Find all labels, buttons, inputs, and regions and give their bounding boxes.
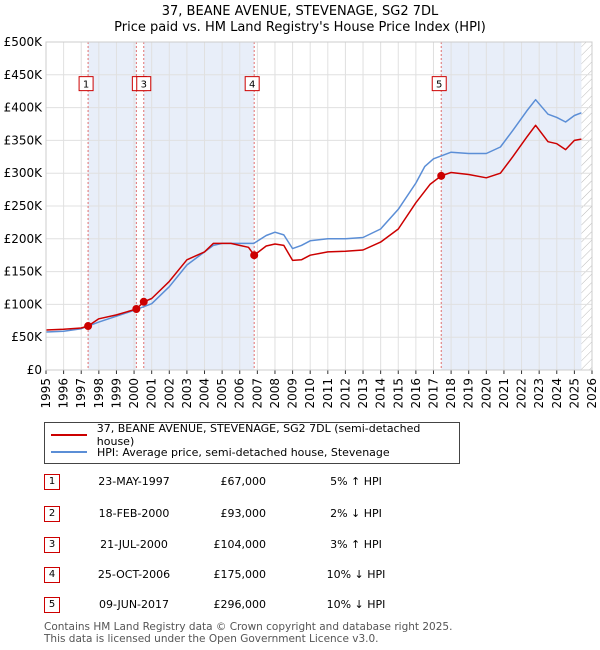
y-tick-label: £0 [27, 363, 42, 377]
x-tick-label: 2010 [303, 378, 317, 409]
y-tick-label: £300K [4, 166, 44, 180]
sale-number-badge: 5 [44, 597, 60, 613]
sale-number-badge: 2 [44, 506, 60, 522]
sale-point [139, 297, 148, 306]
sale-point [84, 322, 93, 331]
sale-point [250, 251, 259, 260]
x-tick-label: 1997 [74, 378, 88, 409]
chart-subtitle: Price paid vs. HM Land Registry's House … [114, 20, 486, 35]
x-tick-label: 2021 [497, 378, 511, 409]
legend-swatch-property [51, 434, 87, 436]
attribution: Contains HM Land Registry data © Crown c… [44, 621, 452, 645]
x-tick-label: 2025 [567, 378, 581, 409]
hpi-line [45, 98, 582, 333]
x-tick-label: 2022 [515, 378, 529, 409]
x-tick-label: 1996 [57, 378, 71, 409]
sale-label-box [78, 76, 94, 92]
sale-date: 21-JUL-2000 [100, 538, 168, 551]
sale-price: £93,000 [220, 507, 267, 520]
sale-label-number: 1 [83, 80, 89, 91]
x-tick-label: 2024 [550, 378, 564, 409]
x-tick-label: 2001 [145, 378, 159, 409]
y-tick-label: £250K [4, 199, 44, 213]
sale-date: 18-FEB-2000 [98, 507, 170, 520]
x-tick-label: 2002 [162, 378, 176, 409]
y-tick-label: £150K [4, 265, 44, 279]
x-tick-label: 2019 [462, 378, 476, 409]
sale-label-box [136, 76, 152, 92]
x-tick-label: 2020 [479, 378, 493, 409]
y-tick-label: £200K [4, 232, 44, 246]
x-tick-label: 2017 [426, 378, 440, 409]
sale-point [132, 304, 141, 313]
x-tick-label: 2007 [250, 378, 264, 409]
plot-frame [45, 41, 593, 371]
sale-price: £296,000 [213, 598, 267, 611]
sale-date: 09-JUN-2017 [98, 598, 170, 611]
sale-label-box [244, 76, 260, 92]
x-tick-label: 1995 [39, 378, 53, 409]
sale-hpi-diff: 10% ↓ HPI [326, 568, 386, 581]
x-tick-label: 1998 [92, 378, 106, 409]
x-tick-label: 2015 [391, 378, 405, 409]
sale-hpi-diff: 10% ↓ HPI [326, 598, 386, 611]
y-tick-label: £50K [11, 330, 43, 344]
sale-label-number: 5 [436, 80, 442, 91]
x-tick-label: 2023 [532, 378, 546, 409]
x-tick-label: 2009 [286, 378, 300, 409]
x-tick-label: 2026 [585, 378, 599, 409]
sale-number-badge: 3 [44, 537, 60, 553]
x-tick-label: 2011 [321, 378, 335, 409]
sale-label-number: 3 [141, 80, 147, 91]
sale-label-number: 4 [249, 80, 255, 91]
price-chart: 37, BEANE AVENUE, STEVENAGE, SG2 7DL Pri… [4, 4, 599, 409]
x-tick-label: 2014 [374, 378, 388, 409]
sale-label-box [431, 76, 447, 92]
sale-hpi-diff: 2% ↓ HPI [330, 507, 382, 520]
x-tick-label: 2016 [409, 378, 423, 409]
x-tick-label: 2005 [215, 378, 229, 409]
y-tick-label: £450K [4, 68, 44, 82]
x-tick-label: 2012 [338, 378, 352, 409]
sale-date: 25-OCT-2006 [97, 568, 171, 581]
x-tick-label: 2000 [127, 378, 141, 409]
sale-price: £67,000 [220, 475, 267, 488]
sale-date: 23-MAY-1997 [98, 475, 170, 488]
legend-label-property: 37, BEANE AVENUE, STEVENAGE, SG2 7DL (se… [96, 422, 421, 448]
sale-price: £104,000 [213, 538, 267, 551]
x-tick-label: 2008 [268, 378, 282, 409]
x-tick-label: 2003 [180, 378, 194, 409]
attribution-line-2: This data is licensed under the Open Gov… [44, 633, 379, 645]
x-tick-label: 2004 [198, 378, 212, 409]
legend-item-property: 37, BEANE AVENUE, STEVENAGE, SG2 7DL (se… [51, 422, 459, 448]
x-tick-label: 1999 [109, 378, 123, 409]
x-tick-label: 2013 [356, 378, 370, 409]
sale-point [437, 171, 446, 180]
sale-number-badge: 4 [44, 567, 60, 583]
legend-swatch-hpi [51, 451, 87, 453]
attribution-line-1: Contains HM Land Registry data © Crown c… [44, 621, 453, 633]
y-tick-label: £500K [4, 35, 44, 49]
sale-hpi-diff: 3% ↑ HPI [330, 538, 382, 551]
sale-hpi-diff: 5% ↑ HPI [330, 475, 382, 488]
chart-legend: 37, BEANE AVENUE, STEVENAGE, SG2 7DL (se… [44, 422, 460, 464]
chart-title: 37, BEANE AVENUE, STEVENAGE, SG2 7DL [162, 4, 439, 19]
sale-number-badge: 1 [44, 474, 60, 490]
legend-label-hpi: HPI: Average price, semi-detached house,… [97, 445, 390, 459]
x-tick-label: 2006 [233, 378, 247, 409]
y-tick-label: £350K [4, 133, 44, 147]
y-tick-label: £400K [4, 101, 44, 115]
x-tick-label: 2018 [444, 378, 458, 409]
y-tick-label: £100K [4, 297, 44, 311]
legend-item-hpi: HPI: Average price, semi-detached house,… [51, 444, 390, 460]
sale-price: £175,000 [213, 568, 267, 581]
